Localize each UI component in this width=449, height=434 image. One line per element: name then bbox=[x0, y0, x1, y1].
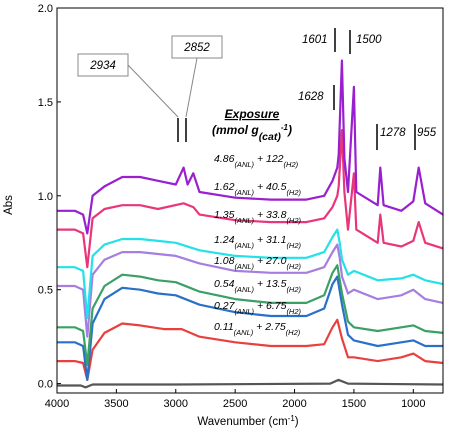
series-line-0 bbox=[57, 378, 444, 389]
x-axis-title-end: ) bbox=[295, 416, 299, 428]
peak-label-1278: 1278 bbox=[380, 127, 406, 139]
x-axis-title-sup: -1 bbox=[288, 414, 296, 423]
series-label-3: 1.08(ANL) + 27.0(H2) bbox=[214, 255, 302, 271]
x-tick-label: 4000 bbox=[45, 398, 69, 410]
y-tick-label: 0.0 bbox=[38, 379, 53, 391]
callout-label-2852: 2852 bbox=[183, 42, 210, 54]
series-label-7: 4.86(ANL) + 122(H2) bbox=[214, 153, 299, 169]
peak-label-1500: 1500 bbox=[356, 34, 382, 46]
legend-subtitle-d: ) bbox=[286, 123, 292, 137]
x-tick-label: 3500 bbox=[104, 398, 128, 410]
series-line-3 bbox=[57, 264, 444, 366]
series-label-0: 0.11(ANL) + 2.75(H2) bbox=[214, 321, 301, 337]
annotations: 1601 1500 1628 1278 955 2934 2852 bbox=[77, 28, 437, 150]
y-tick-label: 2.0 bbox=[38, 3, 53, 15]
callout-leader-2934 bbox=[127, 64, 179, 118]
peak-label-1628: 1628 bbox=[298, 91, 324, 103]
legend-subtitle: (mmol g(cat)-1) bbox=[212, 123, 292, 144]
series-line-2 bbox=[57, 275, 443, 381]
callout-label-2934: 2934 bbox=[89, 60, 116, 72]
series-label-1: 0.27(ANL) + 6.75(H2) bbox=[214, 300, 302, 316]
axes: 4000 3500 3000 2500 2000 1500 1000 0.0 0.5 1.0 1.5… bbox=[38, 3, 444, 410]
y-tick-label: 1.0 bbox=[38, 191, 53, 203]
plot-frame bbox=[56, 7, 444, 394]
x-tick-label: 2000 bbox=[282, 398, 306, 410]
legend-subtitle-c: -1 bbox=[281, 123, 289, 132]
x-tick-label: 2500 bbox=[223, 398, 247, 410]
series-line-5 bbox=[57, 228, 444, 319]
y-tick-label: 1.5 bbox=[38, 97, 53, 109]
series-labels: 0.11(ANL) + 2.75(H2) 0.27(ANL) + 6.75(H2)… bbox=[214, 153, 302, 337]
x-axis-title-main: Wavenumber (cm bbox=[197, 416, 287, 428]
plot-area bbox=[57, 59, 444, 389]
series-label-2: 0.54(ANL) + 13.5(H2) bbox=[214, 278, 302, 294]
legend-subtitle-a: (mmol g bbox=[212, 123, 259, 137]
peak-label-1601: 1601 bbox=[302, 34, 328, 46]
x-tick-label: 1500 bbox=[342, 398, 366, 410]
series-line-6 bbox=[57, 129, 444, 269]
series-line-1 bbox=[57, 318, 444, 381]
x-axis-title: Wavenumber (cm-1) bbox=[197, 414, 298, 429]
series-line-4 bbox=[57, 243, 444, 338]
series-label-4: 1.24(ANL) + 31.1(H2) bbox=[214, 234, 302, 250]
series-line-7 bbox=[57, 59, 444, 235]
legend-title: Exposure bbox=[225, 107, 280, 121]
series-label-5: 1.35(ANL) + 33.8(H2) bbox=[214, 209, 302, 225]
y-axis-title: Abs bbox=[3, 195, 15, 215]
callout-leader-2852 bbox=[185, 57, 198, 118]
y-tick-label: 0.5 bbox=[38, 285, 53, 297]
series-label-6: 1.62(ANL) + 40.5(H2) bbox=[214, 181, 302, 197]
x-tick-label: 1000 bbox=[401, 398, 425, 410]
legend-subtitle-b: (cat) bbox=[259, 131, 282, 143]
x-tick-label: 3000 bbox=[164, 398, 188, 410]
peak-label-955: 955 bbox=[417, 127, 437, 139]
